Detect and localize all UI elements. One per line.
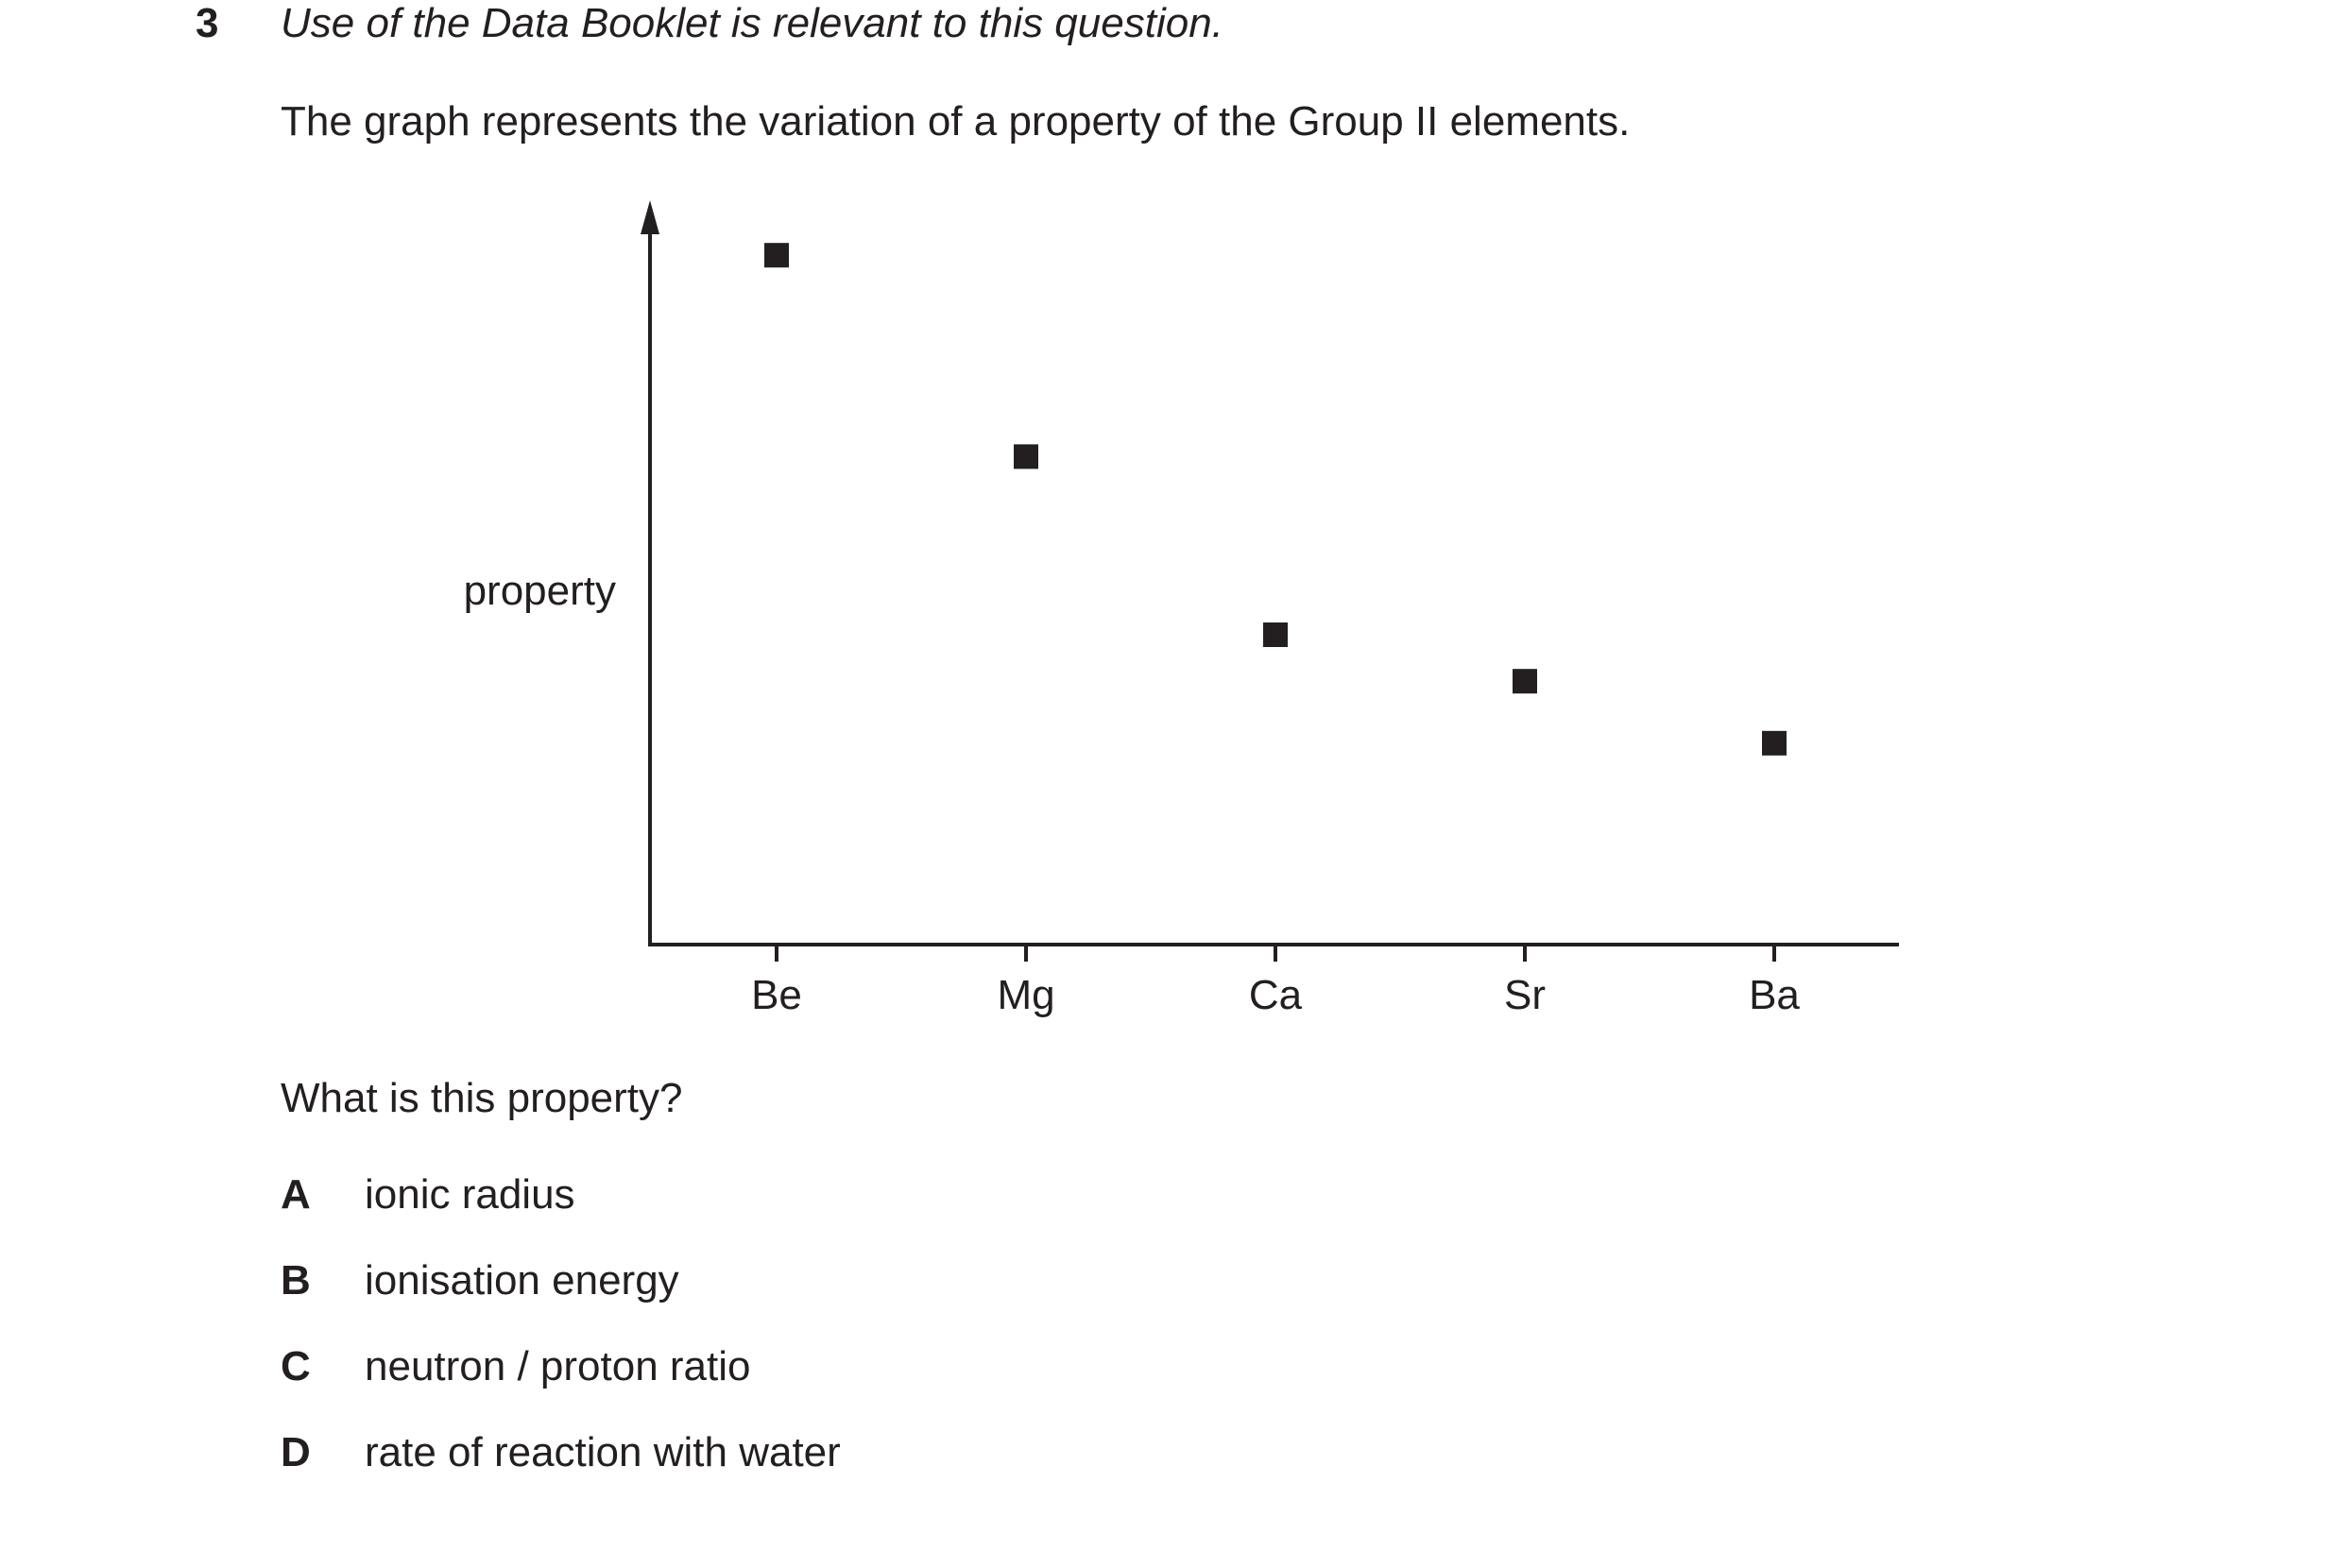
option-text: ionic radius [365, 1171, 575, 1218]
property-scatter-chart: Be Mg Ca Sr Ba property [464, 200, 1899, 1018]
option-letter: D [281, 1429, 311, 1475]
y-axis-label: property [464, 568, 616, 614]
question-instruction: Use of the Data Booklet is relevant to t… [281, 0, 1223, 46]
option-letter: A [281, 1171, 311, 1218]
x-tick-label-sr: Sr [1504, 972, 1546, 1018]
option-text: neutron / proton ratio [365, 1343, 751, 1389]
option-text: ionisation energy [365, 1257, 679, 1304]
question-prompt: What is this property? [281, 1075, 683, 1121]
x-tick-label-mg: Mg [997, 972, 1054, 1018]
data-point-sr [1513, 669, 1537, 694]
y-axis-arrow [641, 200, 659, 234]
data-point-ca [1263, 622, 1288, 647]
data-point-mg [1014, 444, 1038, 469]
data-point-ba [1762, 730, 1787, 756]
option-text: rate of reaction with water [365, 1429, 841, 1475]
option-letter: C [281, 1343, 311, 1389]
option-letter: B [281, 1257, 311, 1304]
question-stem: The graph represents the variation of a … [281, 98, 1631, 145]
question-number: 3 [196, 0, 219, 46]
x-tick-label-ba: Ba [1749, 972, 1800, 1018]
x-tick-label-be: Be [751, 972, 802, 1018]
x-tick-labels: Be Mg Ca Sr Ba [751, 972, 1800, 1018]
data-points [764, 243, 1787, 756]
x-tick-label-ca: Ca [1249, 972, 1303, 1018]
data-point-be [764, 243, 789, 268]
x-ticks [775, 945, 1776, 962]
